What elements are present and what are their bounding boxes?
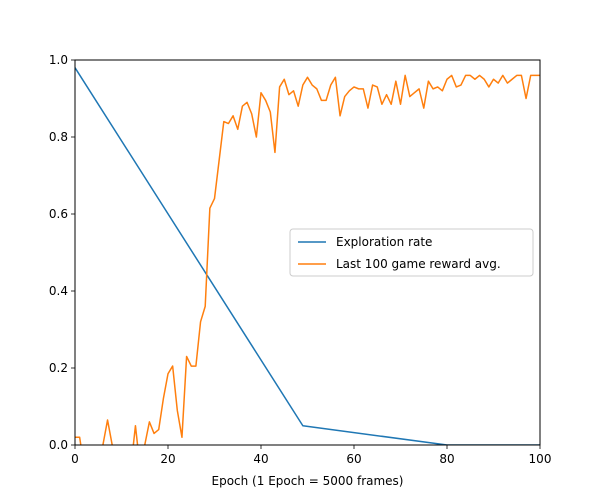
x-tick-label: 20 [160,452,175,466]
legend-box [289,228,534,277]
y-tick-label: 0.0 [49,438,68,452]
y-axis: 0.0 0.2 0.4 0.6 0.8 1.0 [49,53,75,452]
x-tick-label: 40 [253,452,268,466]
legend: Exploration rate Last 100 game reward avg… [289,228,534,277]
series-line-2 [75,74,540,445]
legend-label: Last 100 game reward avg. [336,257,501,271]
plot-frame [74,59,541,446]
y-tick-label: 1.0 [49,53,68,67]
x-axis-title: Epoch (1 Epoch = 5000 frames) [212,474,404,488]
x-tick-label: 0 [71,452,79,466]
x-tick-label: 100 [529,452,552,466]
x-tick-label: 60 [346,452,361,466]
series-line-1 [75,67,540,445]
y-tick-label: 0.8 [49,130,68,144]
legend-label: Exploration rate [336,235,432,249]
x-tick-label: 80 [439,452,454,466]
x-axis: 0 20 40 60 80 100 [71,445,551,466]
y-tick-label: 0.6 [49,207,68,221]
y-tick-label: 0.2 [49,361,68,375]
series-layer [75,67,540,445]
y-tick-label: 0.4 [49,284,68,298]
